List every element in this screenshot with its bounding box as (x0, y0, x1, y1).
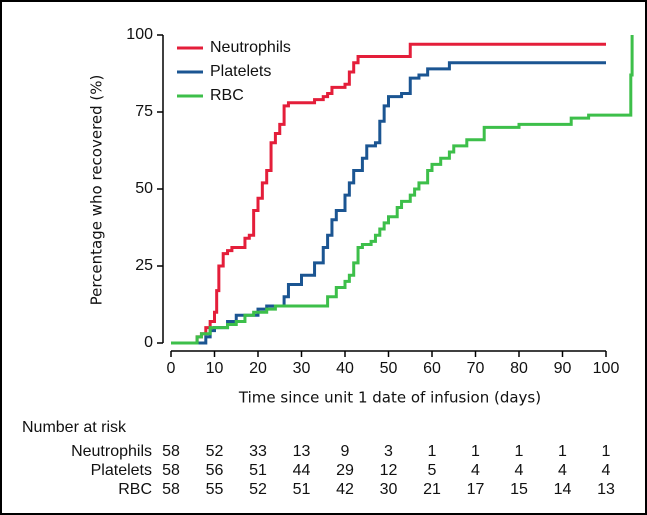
y-tick-label: 100 (126, 26, 153, 43)
step-line (171, 42, 606, 345)
risk-value: 5 (428, 462, 437, 479)
x-tick-label: 0 (167, 360, 176, 377)
y-axis-title: Percentage who recovered (%) (88, 75, 106, 306)
legend-label: Neutrophils (210, 39, 291, 56)
risk-value: 51 (293, 481, 311, 498)
risk-value: 1 (428, 443, 437, 460)
legend-label: RBC (210, 87, 244, 104)
legend-label: Platelets (210, 63, 271, 80)
risk-table-title: Number at risk (22, 419, 127, 436)
risk-value: 30 (380, 481, 398, 498)
x-axis-title: Time since unit 1 date of infusion (days… (238, 389, 541, 407)
risk-value: 9 (341, 443, 350, 460)
risk-value: 52 (206, 443, 224, 460)
x-tick-label: 10 (206, 360, 224, 377)
x-tick-label: 80 (510, 360, 528, 377)
risk-value: 29 (336, 462, 354, 479)
risk-row-name: Neutrophils (71, 443, 152, 460)
risk-value: 58 (162, 462, 180, 479)
risk-value: 13 (293, 443, 311, 460)
x-tick-label: 70 (467, 360, 485, 377)
risk-value: 1 (558, 443, 567, 460)
risk-value: 33 (249, 443, 267, 460)
risk-value: 4 (558, 462, 567, 479)
risk-value: 58 (162, 443, 180, 460)
x-tick-label: 90 (554, 360, 572, 377)
risk-value: 55 (206, 481, 224, 498)
risk-value: 1 (471, 443, 480, 460)
risk-value: 42 (336, 481, 354, 498)
risk-value: 4 (471, 462, 480, 479)
risk-value: 21 (423, 481, 441, 498)
risk-value: 15 (510, 481, 528, 498)
risk-value: 44 (293, 462, 311, 479)
y-tick-label: 75 (135, 103, 153, 120)
risk-value: 1 (515, 443, 524, 460)
y-tick-label: 0 (144, 334, 153, 351)
x-tick-label: 30 (293, 360, 311, 377)
x-tick-label: 50 (380, 360, 398, 377)
risk-value: 56 (206, 462, 224, 479)
step-line (171, 35, 634, 345)
y-tick-label: 50 (135, 180, 153, 197)
risk-value: 3 (384, 443, 393, 460)
risk-value: 4 (602, 462, 611, 479)
risk-row-name: Platelets (91, 462, 152, 479)
risk-value: 13 (597, 481, 615, 498)
x-tick-label: 60 (423, 360, 441, 377)
step-line (171, 61, 606, 345)
risk-value: 51 (249, 462, 267, 479)
risk-value: 58 (162, 481, 180, 498)
risk-value: 12 (380, 462, 398, 479)
risk-value: 52 (249, 481, 267, 498)
risk-value: 14 (554, 481, 572, 498)
risk-value: 17 (467, 481, 485, 498)
x-tick-label: 20 (249, 360, 267, 377)
risk-value: 4 (515, 462, 524, 479)
x-tick-label: 100 (593, 360, 620, 377)
x-tick-label: 40 (336, 360, 354, 377)
risk-value: 1 (602, 443, 611, 460)
risk-row-name: RBC (118, 481, 152, 498)
y-tick-label: 25 (135, 257, 153, 274)
